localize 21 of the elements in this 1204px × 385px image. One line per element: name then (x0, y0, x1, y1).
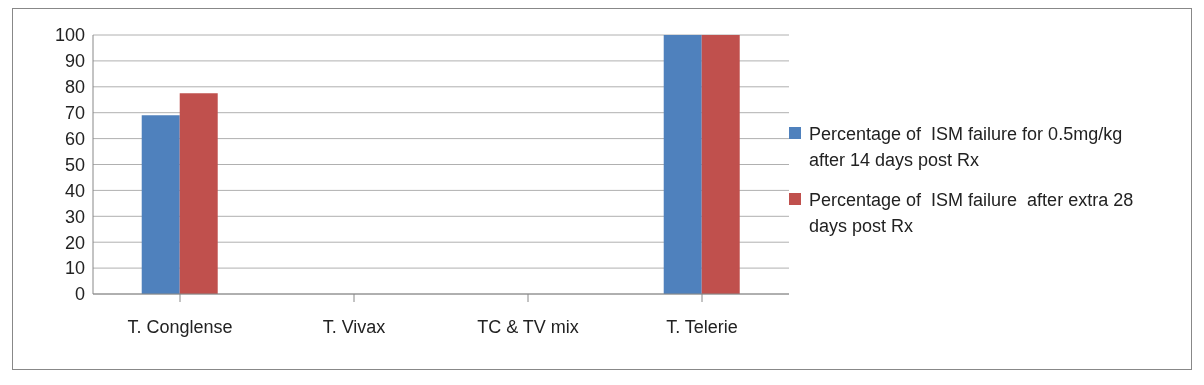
y-tick-label: 20 (64, 232, 85, 253)
y-tick-label: 60 (64, 128, 85, 149)
y-tick-label: 0 (74, 284, 85, 305)
legend-label: Percentage of ISM failure after extra 28 days post Rx (809, 188, 1135, 238)
bar (141, 115, 180, 294)
y-tick-label: 40 (64, 180, 85, 201)
y-tick-label: 70 (64, 103, 85, 124)
bar (701, 35, 740, 294)
y-tick-label: 100 (54, 25, 85, 46)
legend-label: Percentage of ISM failure for 0.5mg/kg after 14 days post Rx (809, 122, 1124, 172)
y-tick-label: 30 (64, 206, 85, 227)
bar (663, 35, 702, 294)
x-tick-label: TC & TV mix (477, 316, 579, 337)
x-tick-label: T. Telerie (666, 316, 738, 337)
y-tick-label: 50 (64, 154, 85, 175)
x-tick-label: T. Vivax (322, 316, 386, 337)
y-tick-label: 10 (64, 258, 85, 279)
y-tick-label: 90 (64, 51, 85, 72)
bar (179, 93, 218, 294)
y-tick-label: 80 (64, 77, 85, 98)
x-tick-label: T. Conglense (127, 316, 233, 337)
